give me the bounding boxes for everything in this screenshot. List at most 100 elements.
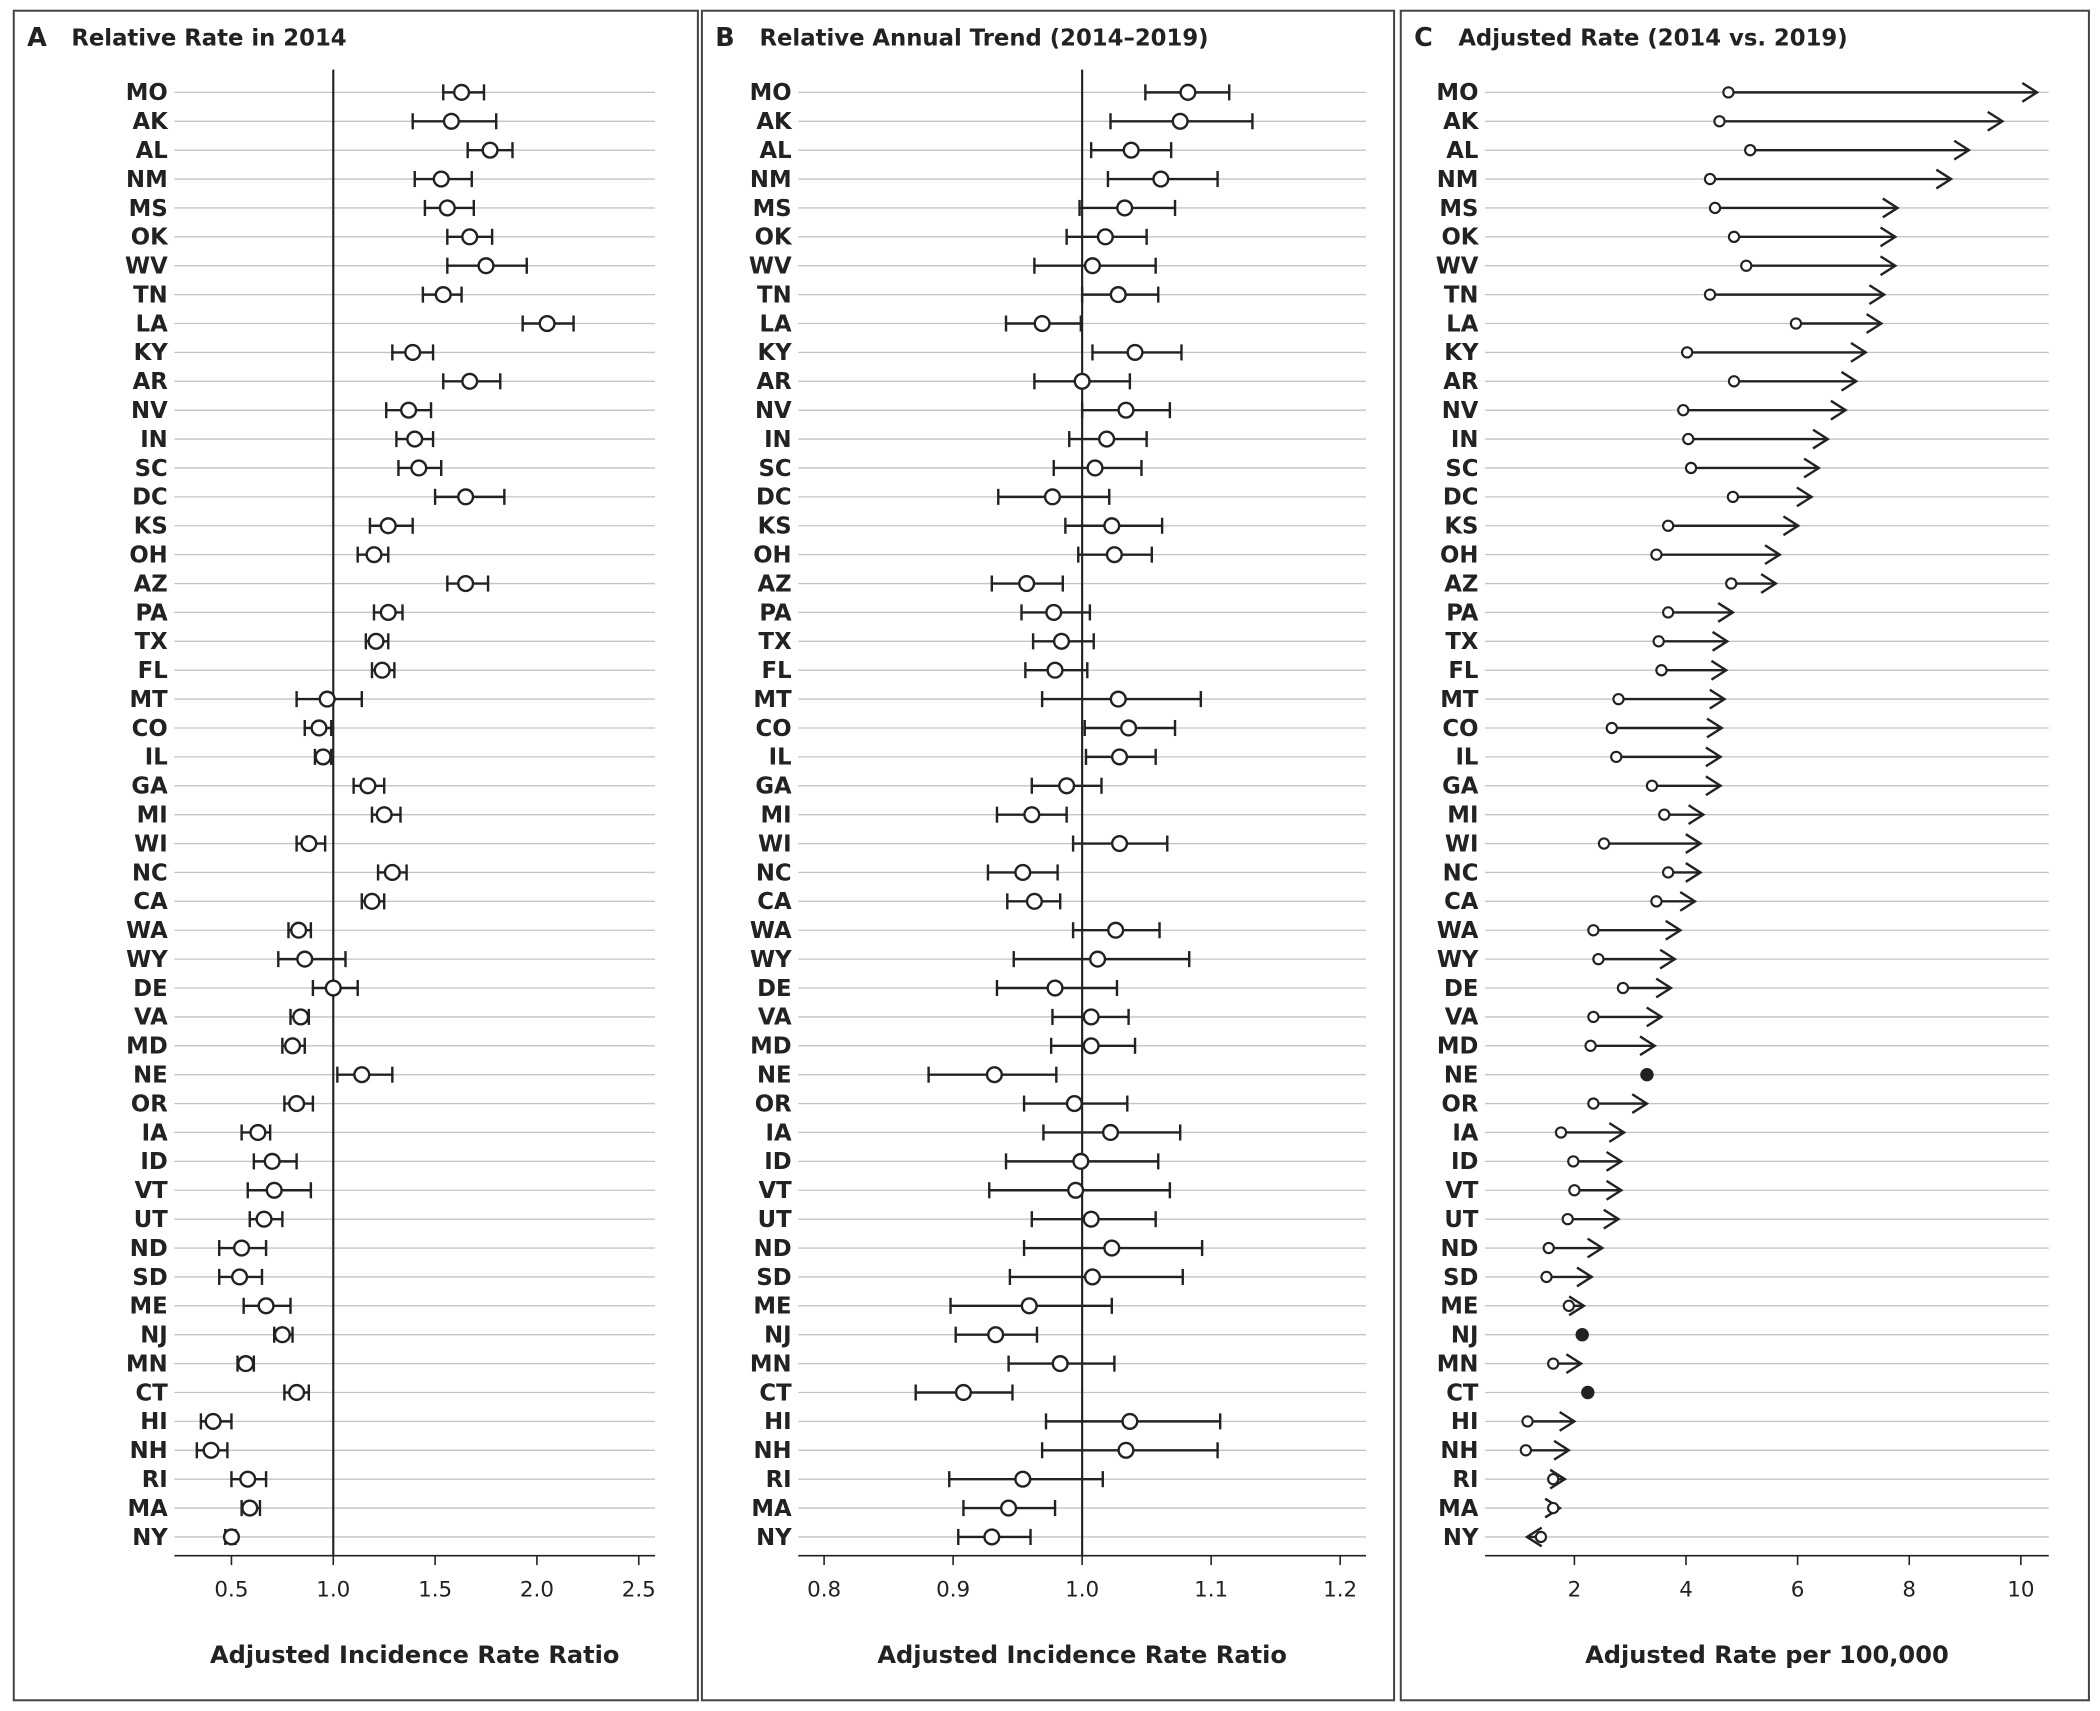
start-rate <box>1680 346 1694 359</box>
point-estimate <box>1014 863 1032 882</box>
arrow-head <box>1865 313 1884 334</box>
arrow-head <box>1559 1411 1577 1432</box>
arrow-head <box>1879 255 1898 277</box>
start-rate <box>1547 1501 1560 1515</box>
category-label: KS <box>134 514 168 540</box>
point-estimate <box>434 286 452 304</box>
category-label: IA <box>142 1120 168 1146</box>
point-estimate <box>1018 574 1036 593</box>
point-estimate <box>292 1008 310 1026</box>
category-label: MN <box>126 1351 168 1377</box>
arrow-head <box>2021 81 2040 103</box>
start-rate <box>1612 692 1625 706</box>
category-label: MD <box>126 1034 168 1060</box>
x-tick-label: 1.1 <box>1194 1578 1228 1603</box>
arrow-head <box>1639 1035 1658 1057</box>
point-estimate <box>1072 1152 1090 1170</box>
point-estimate <box>202 1441 220 1459</box>
category-label: HI <box>140 1409 168 1435</box>
x-tick-label: 2.0 <box>520 1578 554 1603</box>
point-estimate <box>1117 1441 1135 1459</box>
category-label: VT <box>1445 1178 1479 1204</box>
category-label: DE <box>1444 976 1478 1002</box>
arrow-head <box>1935 168 1954 190</box>
point-estimate <box>983 1528 1001 1546</box>
point-estimate <box>233 1239 251 1257</box>
category-label: ND <box>130 1236 168 1262</box>
point-estimate <box>290 921 308 939</box>
category-label: KS <box>758 514 792 540</box>
point-estimate <box>1105 546 1123 564</box>
category-label: OH <box>1440 542 1478 568</box>
start-rate <box>1547 1357 1560 1370</box>
category-label: OH <box>129 542 167 568</box>
point-estimate <box>1116 199 1134 217</box>
category-label: OH <box>753 542 791 568</box>
point-estimate <box>1122 141 1140 159</box>
category-label: NC <box>1443 860 1479 886</box>
category-label: WV <box>749 254 792 280</box>
point-estimate <box>1103 1239 1121 1257</box>
category-label: PA <box>1446 600 1479 626</box>
point-estimate <box>538 314 556 333</box>
category-label: IN <box>1451 427 1479 453</box>
panel-label: B <box>715 22 734 52</box>
point-estimate <box>1023 806 1041 824</box>
start-rate <box>1703 172 1717 186</box>
point-estimate <box>255 1210 273 1228</box>
category-label: FL <box>762 658 792 684</box>
start-rate <box>1542 1241 1555 1255</box>
point-estimate <box>1110 748 1129 766</box>
category-label: MT <box>753 687 792 713</box>
start-rate <box>1605 721 1618 735</box>
category-label: RI <box>142 1467 168 1493</box>
point-estimate <box>265 1181 283 1199</box>
point-estimate <box>1109 286 1127 304</box>
category-label: DE <box>133 976 167 1002</box>
start-rate <box>1610 750 1623 764</box>
category-label: VA <box>758 1005 792 1031</box>
category-label: VT <box>758 1178 792 1204</box>
category-label: NJ <box>140 1323 168 1349</box>
point-estimate <box>314 748 332 766</box>
category-label: RI <box>766 1467 792 1493</box>
arrow-head <box>1605 1150 1624 1172</box>
arrow-head <box>1850 342 1868 363</box>
start-rate <box>1682 432 1695 446</box>
category-label: SD <box>1443 1265 1478 1291</box>
category-label: AZ <box>758 571 792 597</box>
point-estimate <box>1086 459 1104 477</box>
x-axis-label: Adjusted Rate per 100,000 <box>1585 1641 1949 1669</box>
category-label: AK <box>756 109 793 135</box>
category-label: IN <box>764 427 792 453</box>
point-estimate <box>373 661 391 679</box>
point-estimate <box>324 979 342 997</box>
point-estimate <box>318 690 336 708</box>
category-label: WI <box>134 831 168 857</box>
category-label: CO <box>1442 716 1478 742</box>
point-estimate <box>1110 834 1129 853</box>
category-label: NM <box>126 167 168 193</box>
point-estimate <box>461 372 479 390</box>
x-tick-label: 6 <box>1791 1578 1805 1603</box>
category-label: AR <box>1443 369 1479 395</box>
point-estimate <box>1083 257 1102 275</box>
category-label: GA <box>1442 774 1479 800</box>
point-estimate <box>310 719 328 737</box>
arrow-head <box>1803 457 1822 479</box>
start-rate <box>1650 895 1663 908</box>
category-label: NY <box>132 1525 168 1551</box>
category-label: IA <box>766 1120 792 1146</box>
point-estimate <box>1014 1470 1032 1488</box>
category-label: AZ <box>134 571 168 597</box>
category-label: IL <box>145 745 168 771</box>
point-estimate <box>432 170 450 188</box>
category-label: SD <box>132 1265 167 1291</box>
start-rate <box>1661 519 1675 532</box>
category-label: ME <box>753 1294 791 1320</box>
category-label: DE <box>757 976 791 1002</box>
x-tick-label: 0.8 <box>807 1578 841 1603</box>
point-estimate <box>1089 950 1107 968</box>
point-estimate <box>438 199 456 217</box>
point-estimate <box>1120 719 1138 737</box>
